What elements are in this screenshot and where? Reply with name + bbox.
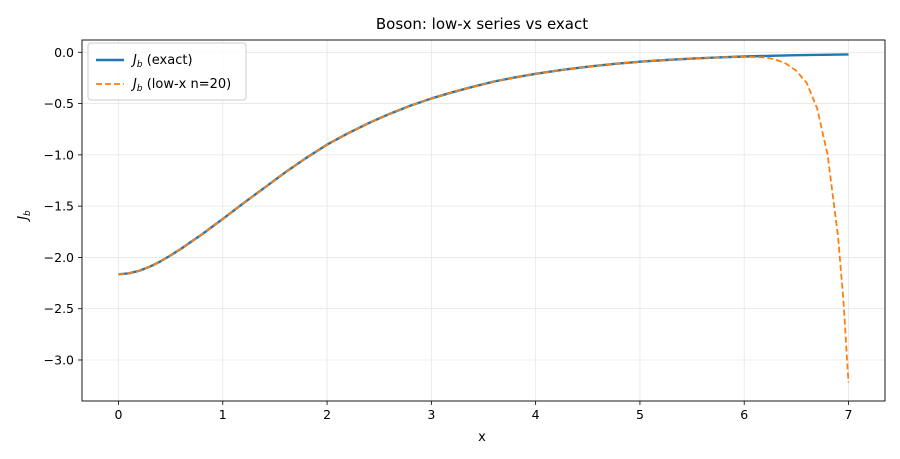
legend-box — [87, 42, 247, 101]
legend-label-lowx: Jb (low-x n=20) — [130, 77, 231, 94]
y-tick-label: −2.5 — [44, 301, 74, 316]
legend-label-lowx-suffix: (low-x n=20) — [143, 77, 232, 92]
legend-label-exact-sub: b — [137, 60, 143, 70]
legend-label-lowx-main: J — [130, 77, 137, 92]
y-tick-label: −2.0 — [44, 250, 74, 265]
legend-label-exact: Jb (exact) — [130, 53, 193, 70]
legend-label-exact-suffix: (exact) — [143, 53, 193, 68]
x-tick-label: 6 — [740, 407, 748, 422]
y-axis-label-main: J — [16, 216, 31, 223]
legend-label-lowx-sub: b — [137, 84, 143, 94]
y-tick-label: −0.5 — [44, 96, 74, 111]
x-tick-label: 5 — [636, 407, 644, 422]
plot-frame — [81, 39, 886, 402]
x-axis-label: x — [478, 430, 486, 445]
y-axis-ticks: 0.0 −0.5 −1.0 −1.5 −2.0 −2.5 −3.0 — [44, 45, 82, 367]
series-line-lowx — [118, 55, 850, 383]
y-tick-label: −1.5 — [44, 199, 74, 214]
y-axis-label-sub: b — [23, 210, 33, 216]
x-tick-label: 7 — [845, 407, 853, 422]
legend: Jb (exact) Jb (low-x n=20) — [87, 42, 247, 101]
y-tick-label: 0.0 — [54, 45, 74, 60]
series-layer — [118, 53, 850, 383]
x-tick-label: 3 — [427, 407, 435, 422]
y-tick-label: −3.0 — [44, 352, 74, 367]
x-tick-label: 2 — [323, 407, 331, 422]
y-axis-label: Jb — [16, 210, 33, 223]
chart-title: Boson: low-x series vs exact — [376, 15, 588, 33]
x-tick-label: 4 — [532, 407, 540, 422]
y-tick-label: −1.0 — [44, 147, 74, 162]
x-tick-label: 1 — [219, 407, 227, 422]
x-axis-ticks: 0 1 2 3 4 5 6 7 — [115, 401, 853, 422]
x-tick-label: 0 — [115, 407, 123, 422]
legend-label-exact-main: J — [130, 53, 137, 68]
